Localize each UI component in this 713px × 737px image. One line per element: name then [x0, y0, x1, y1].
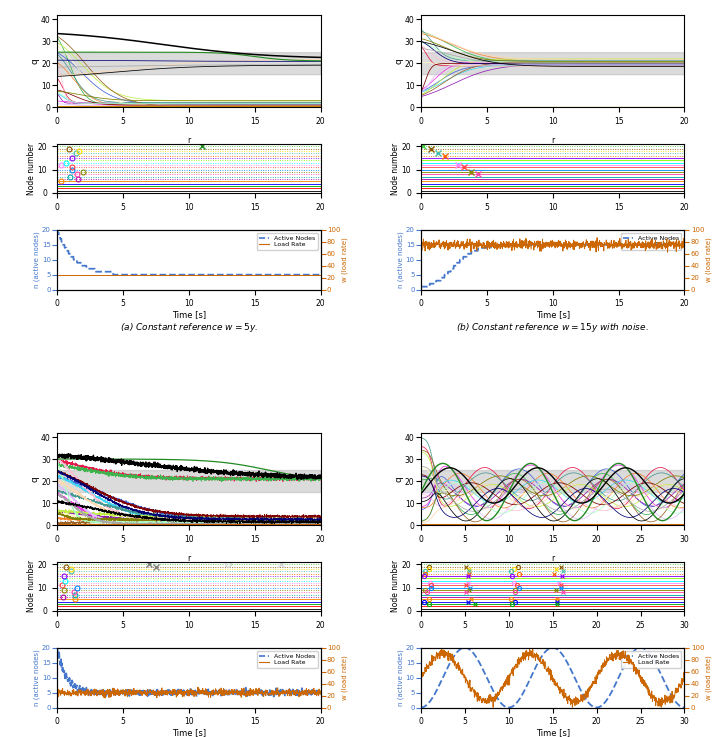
Y-axis label: Node number: Node number	[391, 560, 400, 612]
X-axis label: Time [s]: Time [s]	[172, 310, 206, 319]
Y-axis label: n (active nodes): n (active nodes)	[34, 231, 41, 288]
Text: r: r	[188, 553, 190, 562]
Y-axis label: Node number: Node number	[27, 142, 36, 195]
X-axis label: Time [s]: Time [s]	[172, 727, 206, 736]
X-axis label: Time [s]: Time [s]	[535, 727, 570, 736]
Y-axis label: n (active nodes): n (active nodes)	[34, 649, 41, 706]
Y-axis label: Node number: Node number	[391, 142, 400, 195]
Legend: Active Nodes, Load Rate: Active Nodes, Load Rate	[621, 651, 682, 668]
Y-axis label: Node number: Node number	[27, 560, 36, 612]
Legend: Active Nodes, Load Rate: Active Nodes, Load Rate	[257, 651, 317, 668]
Text: (a) Constant reference $w = 5y$.: (a) Constant reference $w = 5y$.	[120, 321, 258, 334]
Legend: Active Nodes, Load Rate: Active Nodes, Load Rate	[257, 233, 317, 250]
Y-axis label: w (load rate): w (load rate)	[706, 655, 712, 700]
Legend: Active Nodes, Load Rate: Active Nodes, Load Rate	[621, 233, 682, 250]
Y-axis label: q: q	[31, 58, 40, 64]
Y-axis label: q: q	[31, 476, 40, 482]
Y-axis label: w (load rate): w (load rate)	[342, 237, 349, 282]
Y-axis label: q: q	[394, 476, 404, 482]
Y-axis label: w (load rate): w (load rate)	[706, 237, 712, 282]
Y-axis label: n (active nodes): n (active nodes)	[398, 649, 404, 706]
Text: (b) Constant reference $w = 15y$ with noise.: (b) Constant reference $w = 15y$ with no…	[456, 321, 649, 334]
X-axis label: Time [s]: Time [s]	[535, 310, 570, 319]
Text: r: r	[551, 553, 554, 562]
Y-axis label: n (active nodes): n (active nodes)	[398, 231, 404, 288]
Text: r: r	[188, 136, 190, 144]
Y-axis label: w (load rate): w (load rate)	[342, 655, 349, 700]
Y-axis label: q: q	[394, 58, 404, 64]
Text: r: r	[551, 136, 554, 144]
